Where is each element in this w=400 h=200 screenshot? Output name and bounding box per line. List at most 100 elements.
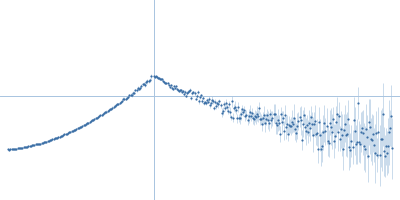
Point <box>196 100 202 103</box>
Point <box>213 104 220 108</box>
Point <box>153 75 159 78</box>
Point <box>25 145 32 148</box>
Point <box>60 133 66 137</box>
Point <box>285 132 291 135</box>
Point <box>259 122 265 125</box>
Point <box>380 150 387 153</box>
Point <box>244 118 251 121</box>
Point <box>302 125 308 128</box>
Point <box>209 98 216 101</box>
Point <box>35 143 41 146</box>
Point <box>281 129 287 132</box>
Point <box>229 100 235 103</box>
Point <box>316 120 322 123</box>
Point <box>102 111 108 114</box>
Point <box>377 137 384 140</box>
Point <box>48 138 54 142</box>
Point <box>328 130 335 133</box>
Point <box>387 126 393 129</box>
Point <box>53 136 59 139</box>
Point <box>207 103 213 107</box>
Point <box>194 91 201 94</box>
Point <box>121 97 128 100</box>
Point <box>290 123 296 126</box>
Point <box>266 121 272 124</box>
Point <box>98 113 105 116</box>
Point <box>294 124 301 127</box>
Point <box>124 96 130 100</box>
Point <box>112 104 118 108</box>
Point <box>56 135 63 138</box>
Point <box>198 94 204 97</box>
Point <box>96 115 102 118</box>
Point <box>255 114 261 118</box>
Point <box>42 140 48 143</box>
Point <box>330 139 337 142</box>
Point <box>54 136 60 139</box>
Point <box>267 113 274 116</box>
Point <box>382 155 388 158</box>
Point <box>17 147 23 150</box>
Point <box>311 122 317 125</box>
Point <box>65 131 71 134</box>
Point <box>324 139 331 143</box>
Point <box>19 146 26 149</box>
Point <box>173 85 179 88</box>
Point <box>326 142 332 145</box>
Point <box>46 139 52 142</box>
Point <box>276 121 282 124</box>
Point <box>107 108 113 111</box>
Point <box>187 88 194 92</box>
Point <box>232 105 238 108</box>
Point <box>222 102 229 105</box>
Point <box>28 145 34 148</box>
Point <box>378 138 385 141</box>
Point <box>34 143 40 146</box>
Point <box>230 116 236 119</box>
Point <box>170 84 177 87</box>
Point <box>140 82 147 85</box>
Point <box>258 117 264 121</box>
Point <box>71 129 77 132</box>
Point <box>181 93 187 96</box>
Point <box>100 113 106 116</box>
Point <box>188 97 195 100</box>
Point <box>368 138 374 141</box>
Point <box>7 148 14 151</box>
Point <box>62 132 69 136</box>
Point <box>156 76 162 79</box>
Point <box>219 110 226 113</box>
Point <box>302 130 309 133</box>
Point <box>84 122 90 125</box>
Point <box>190 91 197 94</box>
Point <box>142 83 148 86</box>
Point <box>116 101 123 104</box>
Point <box>192 97 199 100</box>
Point <box>256 106 262 110</box>
Point <box>179 90 185 94</box>
Point <box>175 89 181 92</box>
Point <box>265 119 272 122</box>
Point <box>356 142 363 145</box>
Point <box>227 110 233 114</box>
Point <box>287 124 293 127</box>
Point <box>201 101 207 104</box>
Point <box>52 137 58 140</box>
Point <box>220 103 227 106</box>
Point <box>176 90 182 93</box>
Point <box>310 133 316 136</box>
Point <box>67 130 74 133</box>
Point <box>293 131 300 134</box>
Point <box>336 114 342 117</box>
Point <box>177 89 183 92</box>
Point <box>90 118 96 122</box>
Point <box>306 121 312 124</box>
Point <box>296 115 303 118</box>
Point <box>163 82 170 85</box>
Point <box>250 117 256 120</box>
Point <box>315 148 322 151</box>
Point <box>144 80 150 83</box>
Point <box>345 117 352 121</box>
Point <box>320 131 327 134</box>
Point <box>339 133 345 136</box>
